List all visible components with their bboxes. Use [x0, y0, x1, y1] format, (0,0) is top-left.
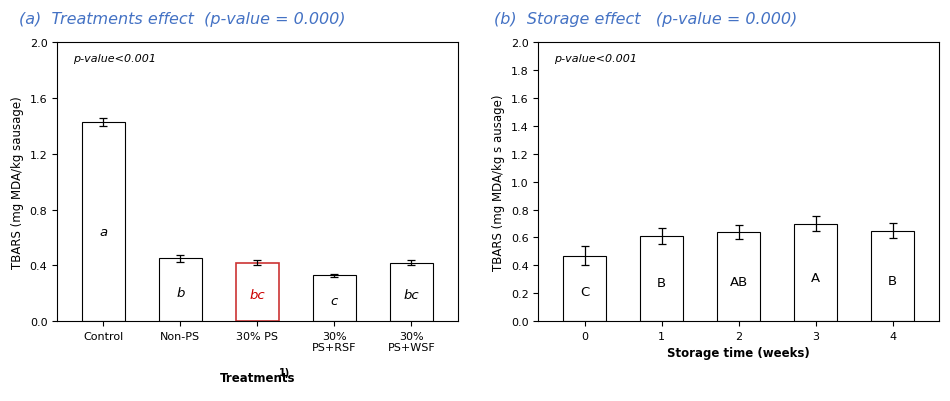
Bar — [160, 259, 201, 321]
Bar — [563, 256, 606, 321]
Text: b: b — [176, 287, 184, 300]
Bar — [717, 232, 760, 321]
Text: Treatments: Treatments — [219, 371, 295, 385]
Text: a: a — [100, 225, 107, 238]
Text: B: B — [657, 277, 666, 290]
Bar — [237, 263, 278, 321]
X-axis label: Storage time (weeks): Storage time (weeks) — [667, 346, 810, 360]
Y-axis label: TBARS (mg MDA/kg sausage): TBARS (mg MDA/kg sausage) — [11, 96, 24, 268]
Text: 1): 1) — [279, 367, 291, 377]
Text: p-value<0.001: p-value<0.001 — [555, 54, 637, 64]
Bar — [390, 263, 432, 321]
Text: p-value<0.001: p-value<0.001 — [73, 54, 156, 64]
Text: c: c — [331, 294, 338, 307]
Text: (b)  Storage effect   (p-value = 0.000): (b) Storage effect (p-value = 0.000) — [494, 12, 797, 27]
Text: (a)  Treatments effect  (p-value = 0.000): (a) Treatments effect (p-value = 0.000) — [19, 12, 346, 27]
Text: C: C — [580, 286, 589, 298]
Bar — [82, 122, 124, 321]
Bar — [794, 224, 837, 321]
Text: A: A — [811, 271, 820, 284]
Text: bc: bc — [404, 289, 419, 302]
Y-axis label: TBARS (mg MDA/kg s ausage): TBARS (mg MDA/kg s ausage) — [492, 94, 505, 270]
Text: bc: bc — [250, 289, 265, 302]
Bar — [314, 275, 355, 321]
Text: AB: AB — [730, 275, 748, 288]
Text: B: B — [888, 274, 897, 287]
Bar — [871, 231, 914, 321]
Bar — [640, 237, 683, 321]
